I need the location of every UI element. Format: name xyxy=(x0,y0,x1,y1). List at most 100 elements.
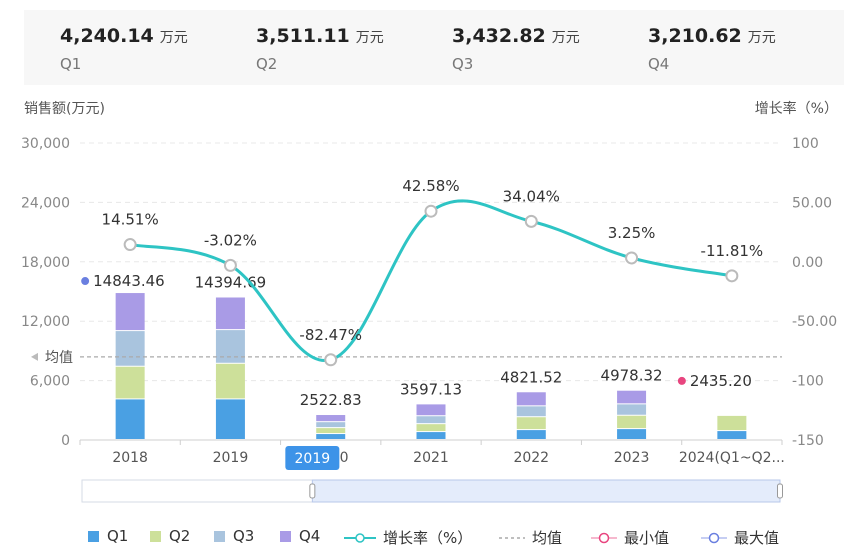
growth-label: 42.58% xyxy=(402,177,459,195)
bar-segment-q3 xyxy=(215,330,245,363)
bar-total-label: 2522.83 xyxy=(300,391,362,409)
growth-line-icon xyxy=(344,532,376,543)
growth-point xyxy=(123,238,137,252)
legend-item-q1[interactable]: Q1 xyxy=(88,527,128,545)
bar-total-label: 4978.32 xyxy=(601,367,663,385)
legend-label: Q3 xyxy=(233,527,255,545)
bar-segment-q2 xyxy=(316,428,346,434)
growth-label: -11.81% xyxy=(701,242,764,260)
bar-segment-q1 xyxy=(316,434,346,439)
y-tick-label-left: 30,000 xyxy=(21,136,70,152)
y-tick-label-right: 100 xyxy=(792,136,819,152)
y-tick-label-right: -150 xyxy=(792,433,824,449)
bar-segment-q2 xyxy=(215,363,245,399)
bar-segment-q2 xyxy=(115,366,145,399)
growth-label: -3.02% xyxy=(204,231,257,249)
legend-item-q3[interactable]: Q3 xyxy=(214,527,254,545)
bar-segment-q1 xyxy=(215,399,245,439)
y-tick-label-left: 0 xyxy=(61,433,70,449)
y-tick-label-right: 0.00 xyxy=(792,255,823,271)
legend-label: 增长率（%） xyxy=(383,529,473,547)
max-marker xyxy=(81,277,90,286)
growth-point xyxy=(625,251,639,265)
legend-swatch-q3 xyxy=(214,530,225,542)
legend-item-q4[interactable]: Q4 xyxy=(280,527,320,545)
legend-swatch-q4 xyxy=(280,530,291,542)
y-tick-label-right: -100 xyxy=(792,374,824,390)
x-tick-label: 2018 xyxy=(112,450,148,466)
bar-segment-q4 xyxy=(617,390,647,404)
bar-segment-q4 xyxy=(416,404,446,416)
bar-segment-q3 xyxy=(516,406,546,417)
summary-label: Q1 xyxy=(60,55,82,73)
bar-total-label: 3597.13 xyxy=(400,380,462,398)
growth-point xyxy=(424,204,438,218)
legend-item-avg[interactable]: 均值 xyxy=(498,527,562,548)
summary-label: Q2 xyxy=(256,55,278,73)
legend-label: 最小值 xyxy=(624,529,670,547)
bar-segment-q3 xyxy=(316,422,346,428)
y-tick-label-left: 6,000 xyxy=(30,374,70,390)
bar-segment-q1 xyxy=(617,429,647,439)
growth-label: 14.51% xyxy=(102,211,159,229)
bar-segment-q4 xyxy=(316,415,346,422)
sales-chart: 销售额(万元) 增长率（%） 0 -150 6,000 -100 12,000 -50.00 1… xyxy=(21,100,838,503)
bar-segment-q2 xyxy=(516,417,546,430)
bar-segment-q4 xyxy=(115,293,145,331)
y-tick-label-left: 18,000 xyxy=(21,255,70,271)
summary-value: 3,210.62 xyxy=(648,25,742,47)
zoom-handle[interactable] xyxy=(777,483,783,499)
min-marker xyxy=(677,376,686,385)
growth-label: 3.25% xyxy=(608,224,656,242)
y-tick-label-left: 24,000 xyxy=(21,195,70,211)
legend-item-growth[interactable]: 增长率（%） xyxy=(343,527,472,548)
legend-item-min[interactable]: 最小值 xyxy=(590,527,669,548)
x-tick-label: 2022 xyxy=(513,450,549,466)
bar-segment-q1 xyxy=(115,399,145,439)
bar-segment-q3 xyxy=(115,331,145,366)
bar-total-label: 4821.52 xyxy=(500,368,562,386)
x-tick-label: 2024(Q1~Q2... xyxy=(679,450,785,466)
bar-segment-q1 xyxy=(516,430,546,439)
zoom-selection[interactable] xyxy=(311,479,781,503)
summary-card-q2: 3,511.11 万元 Q2 xyxy=(220,10,410,85)
growth-label: -82.47% xyxy=(299,326,362,344)
summary-label: Q3 xyxy=(452,55,474,73)
bar-segment-q4 xyxy=(215,297,245,330)
bar-total-label: 2435.20 xyxy=(690,372,752,390)
summary-value: 3,432.82 xyxy=(452,25,546,47)
summary-unit: 万元 xyxy=(355,30,384,46)
growth-point xyxy=(524,214,538,228)
zoom-badge-label: 2019 xyxy=(295,451,331,467)
bar-segment-q4 xyxy=(516,392,546,406)
max-marker-icon xyxy=(701,532,727,543)
summary-card-q1: 4,240.14 万元 Q1 xyxy=(24,10,214,85)
y-axis-title-left: 销售额(万元) xyxy=(24,101,105,117)
growth-point xyxy=(223,258,237,272)
y-tick-label-left: 12,000 xyxy=(21,314,70,330)
x-tick-label: 2023 xyxy=(614,450,650,466)
summary-panel: 4,240.14 万元 Q1 3,511.11 万元 Q2 3,432.82 万元 Q… xyxy=(24,10,844,85)
bar-segment-q2 xyxy=(617,415,647,429)
bar-segment-q1 xyxy=(717,431,747,439)
growth-point xyxy=(324,353,338,367)
summary-unit: 万元 xyxy=(159,30,188,46)
bar-segment-q3 xyxy=(416,416,446,424)
y-tick-label-right: -50.00 xyxy=(792,314,837,330)
legend-item-max[interactable]: 最大值 xyxy=(700,527,779,548)
zoom-badge xyxy=(285,446,340,470)
summary-unit: 万元 xyxy=(747,30,776,46)
growth-label: 34.04% xyxy=(503,187,560,205)
legend-swatch-q1 xyxy=(88,530,99,542)
x-tick-label: 2019 xyxy=(213,450,249,466)
y-axis-title-right: 增长率（%） xyxy=(755,100,838,117)
min-marker-icon xyxy=(591,532,617,543)
legend-label: 均值 xyxy=(532,529,563,547)
average-label: 均值 xyxy=(45,350,73,366)
summary-card-q3: 3,432.82 万元 Q3 xyxy=(416,10,606,85)
legend-swatch-q2 xyxy=(150,530,161,542)
zoom-handle[interactable] xyxy=(309,483,316,499)
legend-item-q2[interactable]: Q2 xyxy=(150,527,190,545)
summary-value: 3,511.11 xyxy=(256,25,350,47)
bar-segment-q3 xyxy=(617,404,647,415)
